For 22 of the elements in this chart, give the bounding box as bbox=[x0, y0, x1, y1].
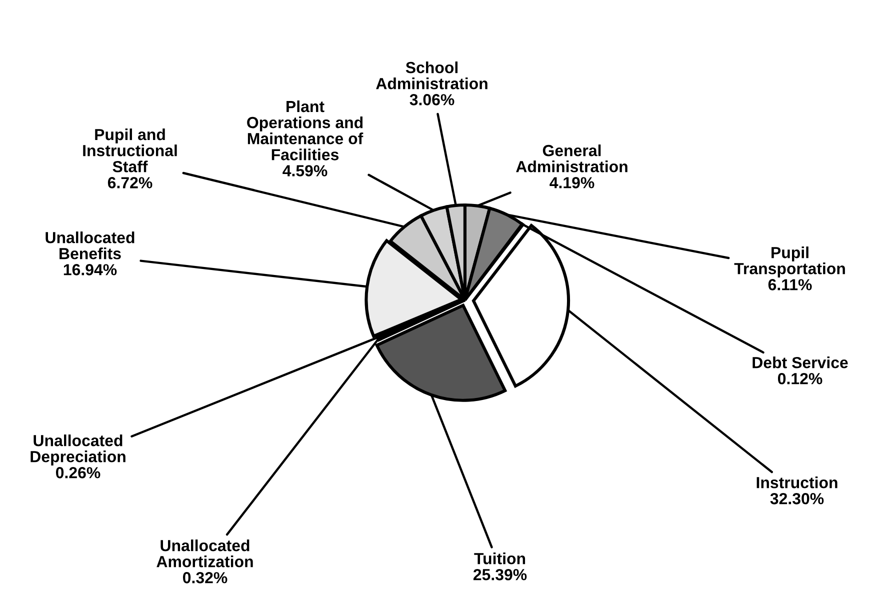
slice-label: Tuition bbox=[474, 552, 526, 564]
data-label: 32.30% bbox=[770, 493, 824, 504]
slice-label: School Administration bbox=[376, 62, 488, 90]
data-label: 3.06% bbox=[410, 94, 454, 106]
slice-label: Unallocated Amortization bbox=[156, 540, 253, 568]
data-label: 6.72% bbox=[108, 177, 152, 188]
slice-label: Plant Operations and Maintenance of Facilities bbox=[247, 100, 364, 160]
data-label: 4.59% bbox=[282, 165, 328, 176]
slice-label: Pupil and Instructional Staff bbox=[83, 128, 177, 172]
data-label: 0.32% bbox=[182, 572, 228, 584]
data-label: 0.26% bbox=[56, 467, 100, 478]
slice-label: Pupil Transportation bbox=[734, 246, 845, 278]
slice-label: Debt Service bbox=[752, 356, 848, 368]
data-label: 6.11% bbox=[768, 279, 812, 290]
data-label: 25.39% bbox=[473, 569, 527, 580]
data-label: 0.12% bbox=[778, 373, 822, 384]
data-label: 16.94% bbox=[64, 264, 117, 276]
slice-label: Unallocated Depreciation bbox=[30, 434, 126, 466]
slice-label: General Administration bbox=[516, 144, 628, 172]
slice-label: Unallocated Benefits bbox=[46, 232, 134, 260]
data-label: 4.19% bbox=[550, 177, 594, 188]
slice-label: Instruction bbox=[756, 476, 838, 488]
